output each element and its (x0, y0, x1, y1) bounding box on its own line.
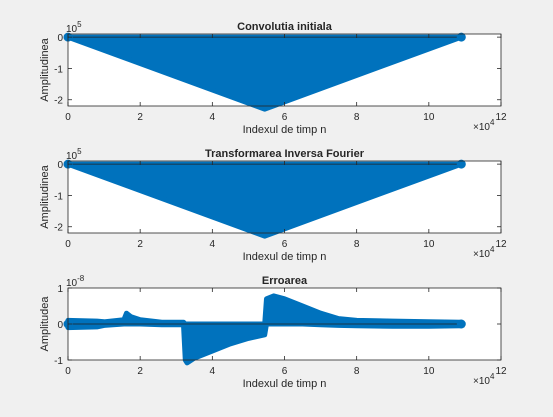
x-exponent-power: 4 (490, 118, 495, 127)
subplot-1: 0 2 4 6 8 10 12 0 -1 -2 Convolutia initiala Indexul… (39, 20, 507, 136)
x-exponent-power: 4 (490, 245, 495, 254)
x-exponent-label: ×104 (473, 245, 495, 260)
x-exponent-label: ×104 (473, 372, 495, 387)
x-tick-label: 0 (65, 366, 71, 377)
x-tick-label: 6 (282, 112, 288, 123)
y-exponent-power: 5 (77, 20, 82, 29)
x-tick-label: 10 (423, 366, 435, 377)
y-tick-label: 1 (57, 284, 63, 295)
x-tick-label: 4 (210, 366, 216, 377)
x-tick-label: 10 (423, 239, 435, 250)
x-axis-label: Indexul de timp n (243, 251, 327, 263)
x-tick-label: 2 (137, 239, 143, 250)
x-tick-label: 2 (137, 112, 143, 123)
data-point (456, 159, 466, 169)
y-exponent-power: 5 (77, 147, 82, 156)
chart-title: Convolutia initiala (237, 21, 333, 33)
y-exponent-label: 105 (66, 147, 82, 162)
y-tick-label: -1 (54, 356, 63, 367)
x-exponent-label: ×104 (473, 118, 495, 133)
x-tick-label: 0 (65, 112, 71, 123)
x-tick-label: 8 (354, 112, 360, 123)
x-tick-label: 12 (495, 112, 507, 123)
y-tick-label: -1 (54, 64, 63, 75)
x-tick-label: 4 (210, 239, 216, 250)
y-tick-label: 0 (57, 33, 63, 44)
data-point (456, 319, 466, 329)
y-tick-label: 0 (57, 320, 63, 331)
y-axis-label: Amplitudinea (39, 164, 51, 228)
y-exponent-power: -8 (77, 274, 85, 283)
x-tick-label: 10 (423, 112, 435, 123)
x-tick-label: 12 (495, 366, 507, 377)
y-exponent-label: 10-8 (66, 274, 85, 289)
x-tick-label: 2 (137, 366, 143, 377)
x-tick-label: 0 (65, 239, 71, 250)
y-tick-label: -2 (54, 96, 63, 107)
y-tick-label: 0 (57, 160, 63, 171)
x-axis-label: Indexul de timp n (243, 124, 327, 136)
chart-title: Erroarea (262, 275, 308, 287)
y-axis-label: Amplitudea (39, 296, 51, 352)
x-tick-label: 8 (354, 366, 360, 377)
y-tick-label: -1 (54, 191, 63, 202)
x-axis-label: Indexul de timp n (243, 378, 327, 390)
x-tick-label: 6 (282, 366, 288, 377)
x-exponent-power: 4 (490, 372, 495, 381)
y-exponent-label: 105 (66, 20, 82, 35)
chart-title: Transformarea Inversa Fourier (205, 148, 365, 160)
x-tick-label: 8 (354, 239, 360, 250)
x-tick-label: 6 (282, 239, 288, 250)
subplot-2: 0 2 4 6 8 10 12 0 -1 -2 Transformarea Inversa Four… (39, 147, 507, 263)
x-tick-label: 12 (495, 239, 507, 250)
y-axis-label: Amplitudinea (39, 37, 51, 101)
x-tick-label: 4 (210, 112, 216, 123)
y-tick-label: -2 (54, 223, 63, 234)
data-point (456, 32, 466, 42)
